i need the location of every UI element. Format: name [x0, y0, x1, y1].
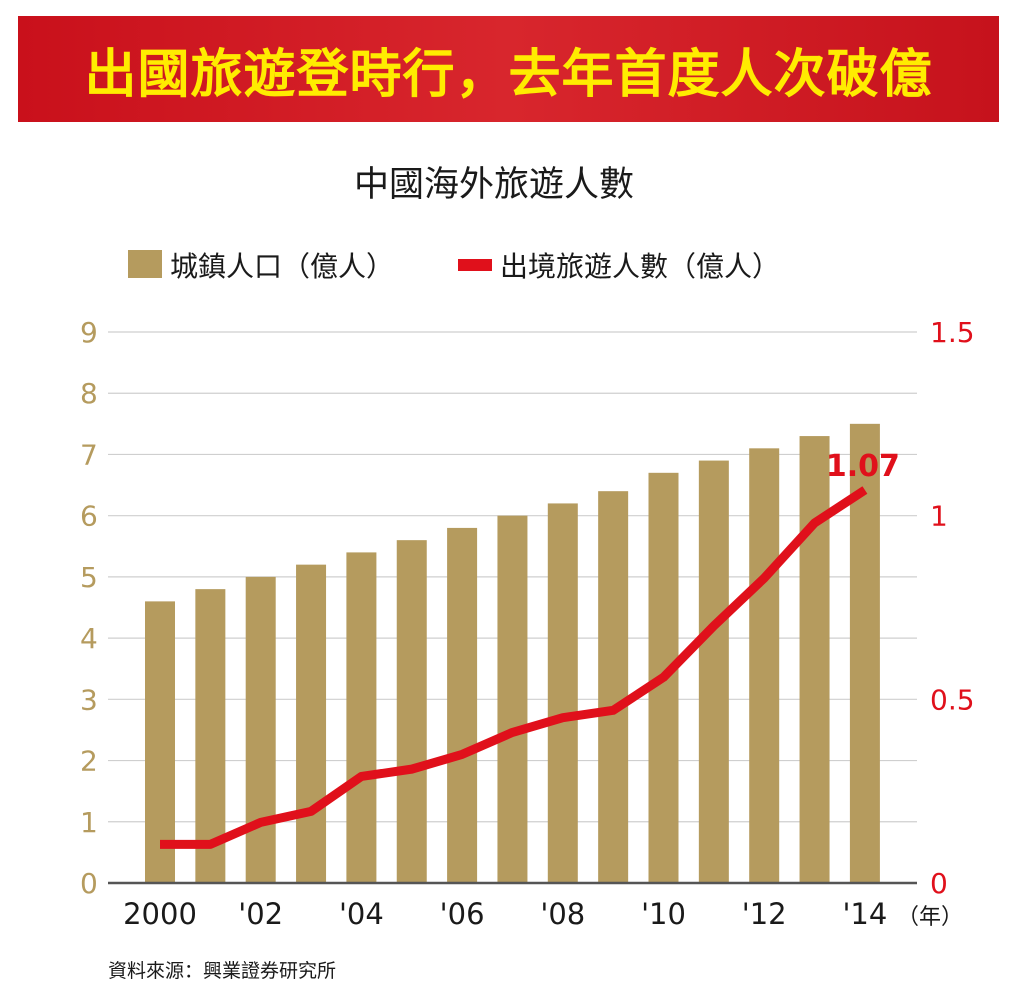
bar — [296, 564, 327, 883]
legend-line-swatch — [458, 259, 492, 271]
y-left-tick-label: 3 — [80, 683, 98, 716]
y-right-tick-label: 1.5 — [930, 316, 975, 349]
y-right-tick-label: 0.5 — [930, 683, 975, 716]
chart-title: 中國海外旅遊人數 — [354, 165, 634, 205]
bar — [598, 491, 629, 883]
source-note: 資料來源：興業證券研究所 — [108, 960, 336, 982]
bar — [447, 527, 478, 883]
legend-bar-swatch — [128, 250, 162, 278]
y-left-tick-label: 2 — [80, 745, 98, 778]
y-axis-left: 0 1 2 3 4 5 6 7 8 9 — [80, 316, 98, 900]
y-left-tick-label: 6 — [80, 500, 98, 533]
legend-line-label: 出境旅遊人數（億人） — [500, 250, 780, 283]
x-tick-label: 2000 — [123, 897, 197, 931]
headline-banner: 出國旅遊登時行，去年首度人次破億 — [18, 16, 999, 122]
y-left-tick-label: 4 — [80, 622, 98, 655]
bar — [698, 460, 729, 883]
bar — [799, 436, 830, 883]
y-left-tick-label: 7 — [80, 438, 98, 471]
bar — [245, 576, 276, 883]
y-left-tick-label: 8 — [80, 377, 98, 410]
bar — [195, 589, 226, 883]
x-tick-label: '12 — [742, 897, 787, 931]
y-left-tick-label: 5 — [80, 561, 98, 594]
y-left-tick-label: 9 — [80, 316, 98, 349]
annotation-label: 1.07 — [826, 449, 900, 484]
y-left-tick-label: 1 — [80, 806, 98, 839]
x-tick-label: '10 — [641, 897, 686, 931]
bar-series — [145, 423, 880, 883]
line-series-path — [160, 486, 868, 849]
y-right-tick-label: 0 — [930, 867, 948, 900]
y-right-tick-label: 1 — [930, 500, 948, 533]
bar — [749, 448, 780, 883]
bar — [145, 601, 175, 883]
bar — [497, 515, 528, 883]
x-tick-label: '08 — [540, 897, 585, 931]
bar — [346, 552, 377, 883]
x-tick-label: '14 — [842, 897, 887, 931]
headline-title: 出國旅遊登時行，去年首度人次破億 — [84, 43, 933, 105]
x-tick-label: '02 — [238, 897, 283, 931]
legend-bar-label: 城鎮人口（億人） — [170, 250, 394, 283]
y-left-tick-label: 0 — [80, 867, 98, 900]
bar — [547, 503, 578, 883]
x-tick-label: '04 — [339, 897, 384, 931]
x-tick-label: '06 — [440, 897, 485, 931]
bar — [396, 540, 427, 883]
line-series — [160, 486, 868, 849]
x-axis-unit: （年） — [897, 905, 963, 930]
y-axis-right: 0 0.5 1 1.5 — [930, 316, 975, 900]
x-axis-ticks: 2000 '02 '04 '06 '08 '10 '12 '14 — [123, 897, 887, 931]
